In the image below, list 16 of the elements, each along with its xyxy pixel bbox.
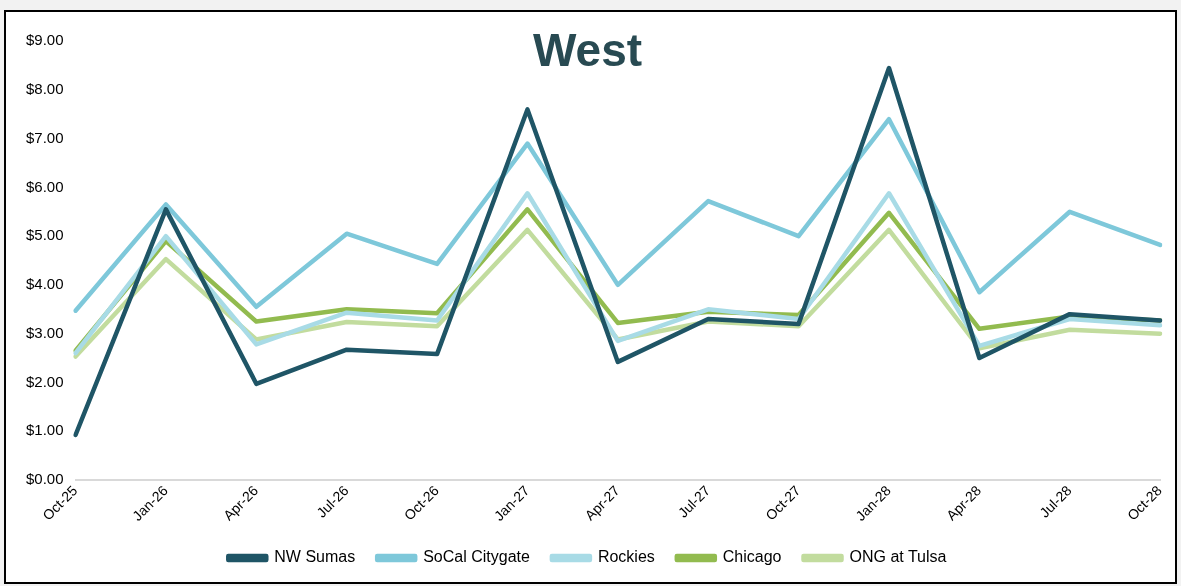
y-tick-label: $3.00: [25, 323, 64, 341]
legend-label: Rockies: [597, 548, 655, 566]
y-tick-label: $6.00: [25, 177, 64, 195]
y-tick-label: $8.00: [25, 80, 64, 98]
y-tick-label: $4.00: [25, 275, 64, 293]
y-tick-label: $7.00: [25, 128, 64, 146]
legend-label: Chicago: [722, 548, 782, 566]
legend-label: NW Sumas: [274, 548, 356, 566]
y-tick-label: $0.00: [25, 469, 64, 487]
y-tick-label: $2.00: [25, 372, 64, 390]
chart-title: West: [532, 24, 643, 77]
y-tick-label: $1.00: [25, 421, 64, 439]
y-tick-label: $9.00: [25, 31, 64, 49]
legend-label: SoCal Citygate: [423, 548, 530, 566]
legend-label: ONG at Tulsa: [849, 548, 947, 566]
y-tick-label: $5.00: [25, 226, 64, 244]
